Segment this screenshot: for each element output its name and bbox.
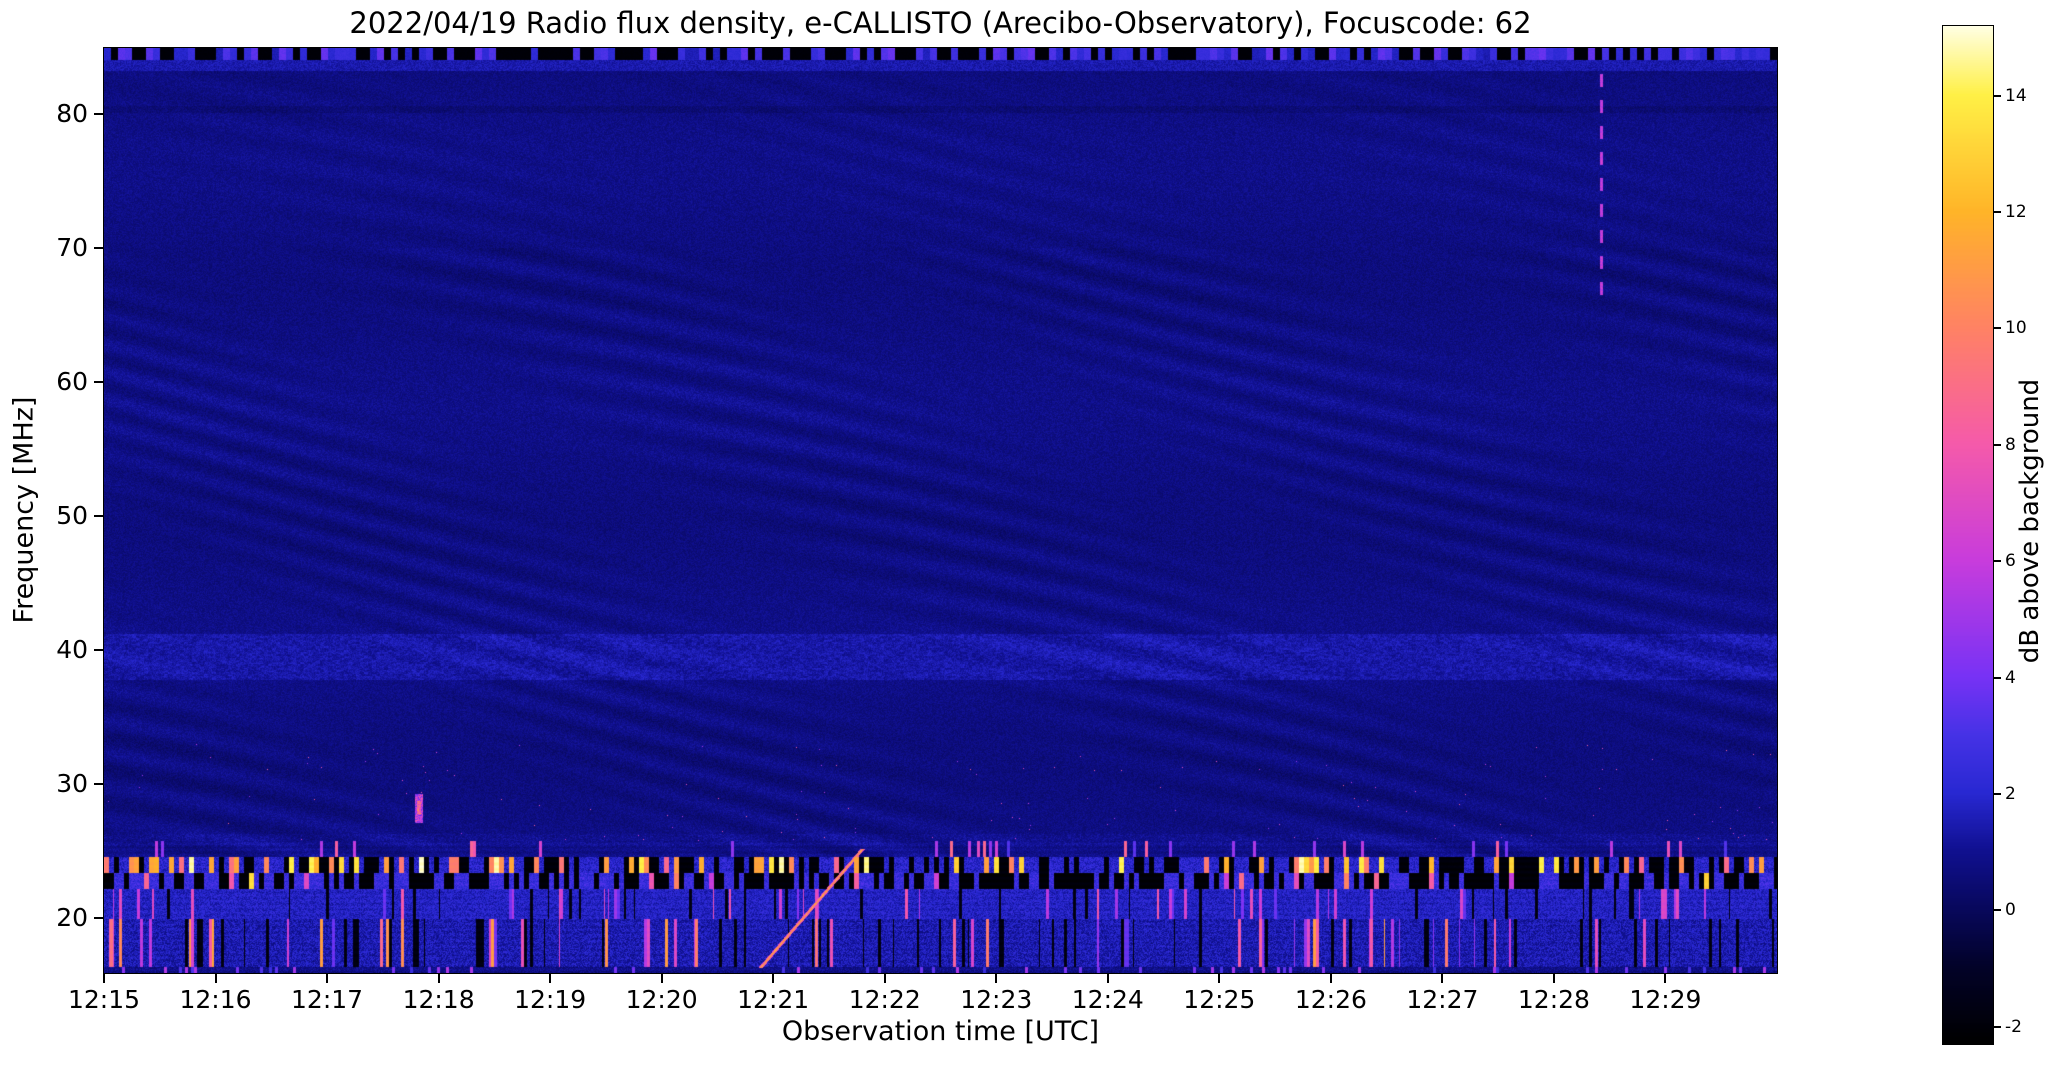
x-tick-label: 12:15 (67, 985, 141, 1014)
x-tick-mark (772, 974, 775, 983)
x-tick-mark (883, 974, 886, 983)
y-tick-mark (94, 648, 103, 651)
colorbar-tick-mark (1994, 327, 2001, 330)
x-tick-mark (326, 974, 329, 983)
y-tick-mark (94, 246, 103, 249)
x-tick-label: 12:22 (848, 985, 921, 1014)
colorbar-canvas (1943, 26, 1993, 1044)
colorbar-tick-mark (1994, 792, 2001, 795)
x-tick-mark (103, 974, 105, 983)
x-tick-label: 12:17 (291, 985, 364, 1014)
x-tick-label: 12:19 (514, 985, 587, 1014)
y-tick-label: 70 (56, 232, 88, 262)
colorbar-tick-label: 6 (2005, 551, 2016, 572)
y-tick-label: 30 (56, 768, 88, 798)
colorbar-tick-mark (1994, 94, 2001, 97)
y-tick-mark (94, 917, 103, 920)
x-tick-label: 12:21 (737, 985, 810, 1014)
x-tick-label: 12:25 (1183, 985, 1256, 1014)
spectrogram-canvas (104, 48, 1777, 973)
y-tick-label: 40 (56, 634, 88, 664)
x-tick-label: 12:18 (402, 985, 475, 1014)
colorbar-tick-mark (1994, 1025, 2001, 1028)
colorbar-tick-label: 12 (2005, 202, 2027, 223)
x-tick-mark (1552, 974, 1555, 983)
x-tick-label: 12:23 (960, 985, 1033, 1014)
colorbar-tick-mark (1994, 560, 2001, 563)
x-tick-mark (1329, 974, 1332, 983)
x-tick-label: 12:26 (1294, 985, 1367, 1014)
colorbar-tick-mark (1994, 211, 2001, 214)
y-tick-mark (94, 112, 103, 115)
x-tick-label: 12:16 (179, 985, 252, 1014)
x-tick-mark (995, 974, 998, 983)
colorbar-tick-label: 2 (2005, 783, 2016, 804)
y-tick-label: 20 (56, 903, 88, 933)
colorbar-tick-mark (1994, 909, 2001, 912)
y-tick-mark (94, 380, 103, 383)
colorbar-tick-mark (1994, 676, 2001, 679)
x-axis-label: Observation time [UTC] (781, 1016, 1100, 1047)
y-tick-label: 50 (56, 500, 88, 530)
colorbar-tick-label: 0 (2005, 900, 2016, 921)
x-tick-mark (660, 974, 663, 983)
colorbar-tick-label: 10 (2005, 318, 2027, 339)
x-tick-label: 12:24 (1071, 985, 1144, 1014)
x-tick-label: 12:28 (1517, 985, 1590, 1014)
x-tick-mark (214, 974, 217, 983)
x-tick-mark (549, 974, 552, 983)
colorbar-tick-mark (1994, 443, 2001, 446)
x-tick-label: 12:29 (1629, 985, 1702, 1014)
x-tick-label: 12:27 (1406, 985, 1479, 1014)
x-tick-mark (1441, 974, 1444, 983)
colorbar-tick-label: 4 (2005, 667, 2016, 688)
y-tick-mark (94, 782, 103, 785)
chart-title: 2022/04/19 Radio flux density, e-CALLIST… (349, 6, 1532, 40)
x-tick-mark (1218, 974, 1221, 983)
y-tick-label: 80 (56, 98, 88, 128)
y-tick-mark (94, 514, 103, 517)
y-tick-label: 60 (56, 366, 88, 396)
colorbar-tick-label: 8 (2005, 434, 2016, 455)
x-tick-mark (1106, 974, 1109, 983)
x-tick-label: 12:20 (625, 985, 698, 1014)
colorbar-label: dB above background (2015, 378, 2045, 664)
x-tick-mark (437, 974, 440, 983)
colorbar-tick-label: 14 (2005, 85, 2027, 106)
colorbar-tick-label: -2 (2005, 1016, 2022, 1037)
x-tick-mark (1664, 974, 1667, 983)
